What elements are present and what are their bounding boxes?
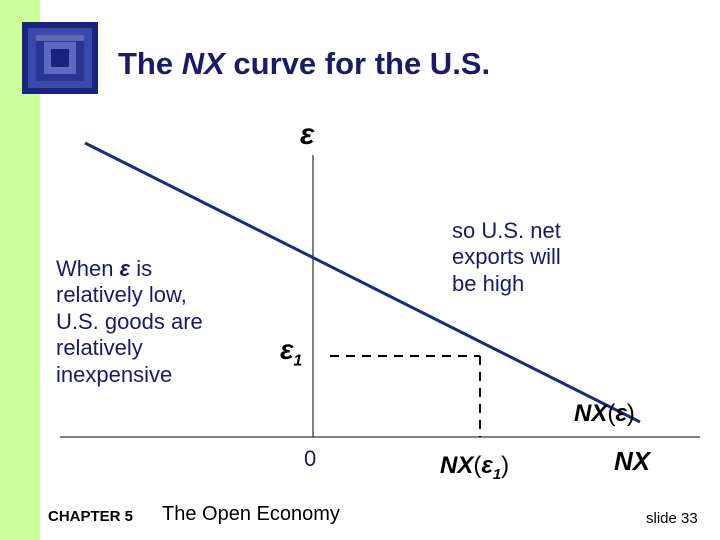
nx-eps1-open-paren: ( xyxy=(473,452,482,479)
curve-label-open-paren: ( xyxy=(607,400,616,427)
footer-chapter: CHAPTER 5 xyxy=(48,508,134,525)
slide-title: The NX curve for the U.S. xyxy=(118,46,490,82)
footer-slide-number: slide 33 xyxy=(646,510,698,527)
nx-eps1-subscript: 1 xyxy=(492,465,502,483)
curve-label-eps: ε xyxy=(615,400,627,427)
x-axis-label: NX xyxy=(614,446,651,476)
nx-eps1-nx: NX xyxy=(440,452,474,479)
left-annotation-line-4: relatively xyxy=(56,335,143,361)
eps1-subscript: 1 xyxy=(293,352,303,370)
title-prefix: The xyxy=(118,46,182,81)
chapter-logo-icon xyxy=(22,22,98,94)
right-annotation: so U.S. net exports will be high xyxy=(452,218,561,297)
y-axis-label: ε xyxy=(300,118,315,151)
origin-label: 0 xyxy=(304,446,317,471)
nx-eps1-label: NX(ε1) xyxy=(440,452,509,483)
right-annotation-line-1: so U.S. net xyxy=(452,218,561,243)
left-annotation-eps: ε xyxy=(119,256,131,281)
left-annotation-line-2: relatively low, xyxy=(56,282,187,308)
nx-eps1-eps: ε xyxy=(481,452,493,479)
left-annotation-line-5: inexpensive xyxy=(56,361,173,387)
curve-label: NX(ε) xyxy=(574,400,635,428)
right-annotation-line-3: be high xyxy=(452,270,525,296)
footer-book-title: The Open Economy xyxy=(162,503,340,525)
nx-eps1-close-paren: ) xyxy=(501,452,510,479)
eps1-symbol: ε xyxy=(280,334,294,365)
left-annotation-is: is xyxy=(130,256,153,281)
curve-label-nx: NX xyxy=(574,400,608,427)
title-nx: NX xyxy=(181,46,225,81)
right-annotation-line-2: exports will xyxy=(452,244,561,270)
left-annotation-line-3: U.S. goods are xyxy=(56,308,203,334)
curve-label-close-paren: ) xyxy=(626,400,635,427)
left-annotation-when: When xyxy=(56,256,120,281)
nx-curve-line xyxy=(84,141,641,424)
left-annotation: When ε is relatively low, U.S. goods are… xyxy=(56,256,203,388)
left-annotation-line-1: When ε is xyxy=(56,256,203,282)
title-suffix: curve for the U.S. xyxy=(224,46,491,81)
eps1-label: ε1 xyxy=(280,334,302,371)
